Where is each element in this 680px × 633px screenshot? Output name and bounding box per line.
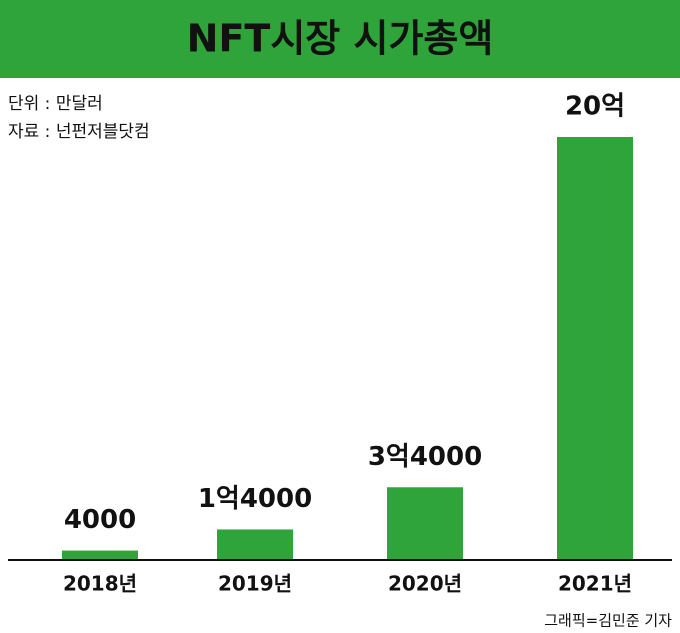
value-label: 3억4000 xyxy=(368,442,482,472)
source-note: 자료 : 넌펀저블닷컴 xyxy=(8,122,150,142)
value-label: 4000 xyxy=(64,505,136,535)
x-tick-label: 2019년 xyxy=(218,572,292,596)
bar xyxy=(62,550,138,559)
x-tick-label: 2020년 xyxy=(388,572,462,596)
bar xyxy=(217,529,293,559)
unit-note: 단위 : 만달러 xyxy=(8,94,103,114)
credit: 그래픽=김민준 기자 xyxy=(544,612,672,630)
value-label: 20억 xyxy=(565,92,625,122)
x-tick-label: 2021년 xyxy=(558,572,632,596)
x-tick-label: 2018년 xyxy=(63,572,137,596)
bar xyxy=(557,137,633,559)
value-label: 1억4000 xyxy=(198,484,312,514)
title-banner xyxy=(0,0,680,78)
bar xyxy=(387,487,463,559)
chart-title: NFT시장 시가총액 xyxy=(187,17,494,61)
